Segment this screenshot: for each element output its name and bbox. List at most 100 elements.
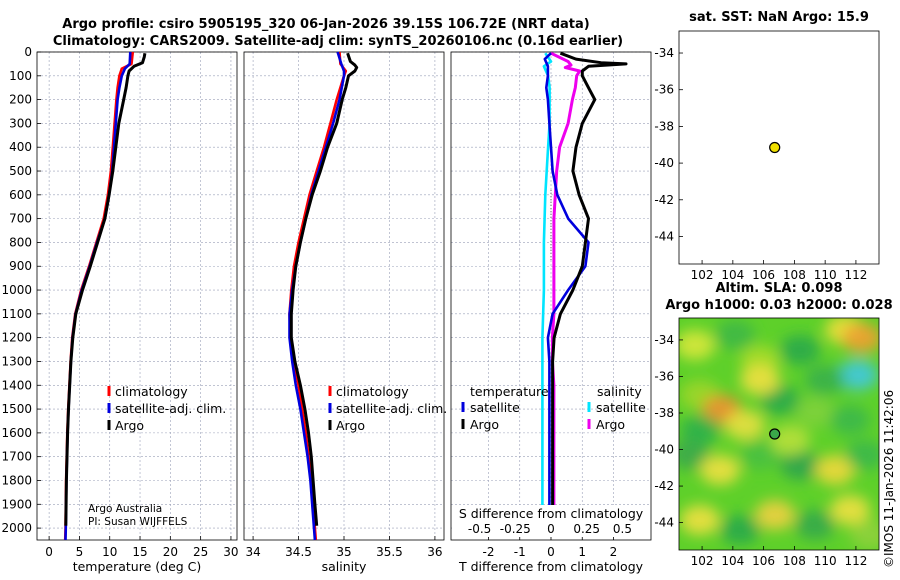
y-tick-label: -36 xyxy=(654,369,674,383)
legend-label: satellite xyxy=(596,400,646,415)
sla-cell xyxy=(842,323,879,353)
panel-sst_map: 102 104 106 108 110 112 -34 -36 -38 -40 -42 -44 sat.… xyxy=(654,10,880,282)
x-tick-label: 112 xyxy=(844,268,867,282)
series-argo xyxy=(289,52,359,526)
x-tick-label: -1 xyxy=(514,545,526,559)
legend-label: climatology xyxy=(336,384,409,399)
y-tick-label: -36 xyxy=(654,83,674,97)
legend-label: climatology xyxy=(115,384,188,399)
y-tick-label: 1500 xyxy=(1,402,32,416)
x-tick-label: 112 xyxy=(844,554,867,568)
salinity-tick-label: 0 xyxy=(547,522,555,536)
y-tick-label: -38 xyxy=(654,406,674,420)
title-line-2: Climatology: CARS2009. Satellite-adj cli… xyxy=(53,34,623,49)
plot-area xyxy=(37,52,237,540)
panel-temperature: 0 5 10 15 20 25 300100200300400500600700800900… xyxy=(1,45,238,574)
y-tick-label: 1800 xyxy=(1,473,32,487)
sla-cell xyxy=(838,360,878,390)
sla-field xyxy=(679,318,879,550)
y-tick-label: 1900 xyxy=(1,497,32,511)
x-tick-label: 110 xyxy=(814,268,837,282)
y-tick-label: 700 xyxy=(9,212,32,226)
series-argo xyxy=(64,52,147,526)
sla-cell xyxy=(780,335,820,365)
x-tick-label: 106 xyxy=(752,554,775,568)
salinity-axis-bg xyxy=(452,505,650,537)
legend-title-salinity: salinity xyxy=(597,384,642,399)
y-tick-label: 800 xyxy=(9,235,32,249)
legend-title-temperature: temperature xyxy=(470,384,549,399)
y-tick-label: 1300 xyxy=(1,354,32,368)
panel-difference: -2 -1 0 1 2T difference from climatology temp… xyxy=(450,51,652,574)
salinity-axis-label: S difference from climatology xyxy=(459,506,644,521)
sla-cell xyxy=(680,415,720,445)
panel-sla_map: 102 104 106 108 110 112 -34 -36 -38 -40 -42 -44 Alti… xyxy=(654,281,892,568)
y-tick-label: 300 xyxy=(9,116,32,130)
y-tick-label: -44 xyxy=(654,229,674,243)
legend-label: Argo xyxy=(596,417,625,432)
legend-label: Argo xyxy=(470,417,499,432)
y-tick-label: 900 xyxy=(9,259,32,273)
y-tick-label: -38 xyxy=(654,119,674,133)
y-tick-label: 1000 xyxy=(1,283,32,297)
title-line-1: Argo profile: csiro 5905195_320 06-Jan-2… xyxy=(62,17,589,32)
axes-box xyxy=(678,30,880,265)
x-tick-label: 35.5 xyxy=(376,545,403,559)
legend-label: Argo xyxy=(115,418,144,433)
y-tick-label: -44 xyxy=(654,516,674,530)
x-tick-label: 102 xyxy=(691,554,714,568)
x-tick-label: 110 xyxy=(814,554,837,568)
y-tick-label: 2000 xyxy=(1,521,32,535)
salinity-tick-label: -0.25 xyxy=(500,522,531,536)
x-tick-label: 15 xyxy=(132,545,147,559)
sla-cell xyxy=(755,500,795,530)
map-title-2: Argo h1000: 0.03 h2000: 0.028 xyxy=(665,298,892,313)
x-tick-label: 20 xyxy=(163,545,178,559)
x-tick-label: 102 xyxy=(691,268,714,282)
legend-label: Argo xyxy=(336,418,365,433)
copyright: ©IMOS 11-Jan-2026 11:42:06 xyxy=(882,390,896,568)
sla-cell xyxy=(740,365,780,395)
sla-cell xyxy=(679,440,710,470)
y-tick-label: -34 xyxy=(654,333,674,347)
y-tick-label: 600 xyxy=(9,188,32,202)
sla-cell xyxy=(725,410,765,440)
series-t-argo xyxy=(551,51,628,526)
x-tick-label: -2 xyxy=(483,545,495,559)
x-tick-label: 104 xyxy=(721,268,744,282)
x-tick-label: 35 xyxy=(336,545,351,559)
y-tick-label: 100 xyxy=(9,69,32,83)
sla-cell xyxy=(805,365,845,395)
legend-label: satellite-adj. clim. xyxy=(336,401,447,416)
sla-cell xyxy=(815,455,855,485)
sla-cell xyxy=(720,515,760,545)
x-tick-label: 108 xyxy=(783,268,806,282)
argo-float-marker xyxy=(769,428,781,440)
y-tick-label: -42 xyxy=(654,193,674,207)
sla-cell xyxy=(850,520,879,550)
axes-box xyxy=(678,317,880,551)
series-t-satellite xyxy=(543,52,590,526)
legend-label: satellite-adj. clim. xyxy=(115,401,226,416)
map-title: sat. SST: NaN Argo: 15.9 xyxy=(689,10,869,25)
y-tick-label: 200 xyxy=(9,93,32,107)
x-tick-label: 5 xyxy=(76,545,84,559)
x-axis-label: salinity xyxy=(322,559,367,574)
sla-cell xyxy=(680,505,720,535)
sla-cell xyxy=(795,397,835,427)
argo-float-marker xyxy=(769,141,781,154)
x-tick-label: 104 xyxy=(721,554,744,568)
salinity-tick-label: 0.5 xyxy=(613,522,632,536)
credit-line-1: Argo Australia xyxy=(88,503,162,515)
sla-cell xyxy=(830,405,870,435)
x-tick-label: 2 xyxy=(610,545,618,559)
y-tick-label: 1600 xyxy=(1,426,32,440)
sla-cell xyxy=(830,495,870,525)
y-tick-label: -40 xyxy=(654,443,674,457)
sla-cell xyxy=(845,440,879,470)
sla-cell xyxy=(715,320,755,350)
x-tick-label: 36 xyxy=(427,545,442,559)
x-tick-label: 108 xyxy=(783,554,806,568)
y-tick-label: 1200 xyxy=(1,331,32,345)
y-tick-label: -34 xyxy=(654,46,674,60)
